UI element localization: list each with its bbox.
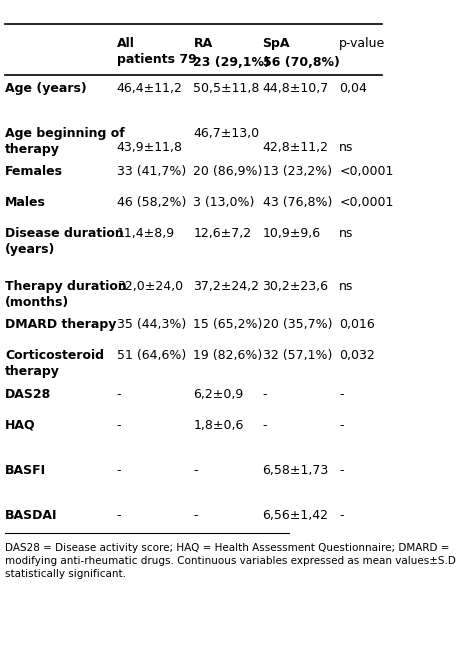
Text: <0,0001: <0,0001 [339,165,394,178]
Text: SpA: SpA [263,37,290,50]
Text: Therapy duration
(months): Therapy duration (months) [5,280,127,309]
Text: 0,032: 0,032 [339,349,375,362]
Text: 10,9±9,6: 10,9±9,6 [263,227,320,240]
Text: 50,5±11,8: 50,5±11,8 [193,82,260,95]
Text: 32 (57,1%): 32 (57,1%) [263,349,332,362]
Text: -: - [117,388,121,401]
Text: 6,56±1,42: 6,56±1,42 [263,509,328,522]
Text: Males: Males [5,196,46,209]
Text: 19 (82,6%): 19 (82,6%) [193,349,263,362]
Text: 46 (58,2%): 46 (58,2%) [117,196,186,209]
Text: Disease duration
(years): Disease duration (years) [5,227,124,256]
Text: ns: ns [339,141,354,154]
Text: 42,8±11,2: 42,8±11,2 [263,141,328,154]
Text: 35 (44,3%): 35 (44,3%) [117,318,186,331]
Text: <0,0001: <0,0001 [339,196,394,209]
Text: 43 (76,8%): 43 (76,8%) [263,196,332,209]
Text: -: - [339,509,344,522]
Text: 3 (13,0%): 3 (13,0%) [193,196,255,209]
Text: 0,04: 0,04 [339,82,367,95]
Text: Females: Females [5,165,63,178]
Text: Age beginning of
therapy: Age beginning of therapy [5,127,125,156]
Text: 44,8±10,7: 44,8±10,7 [263,82,329,95]
Text: 11,4±8,9: 11,4±8,9 [117,227,175,240]
Text: 56 (70,8%): 56 (70,8%) [263,56,339,69]
Text: BASFI: BASFI [5,464,46,477]
Text: 6,58±1,73: 6,58±1,73 [263,464,329,477]
Text: 13 (23,2%): 13 (23,2%) [263,165,332,178]
Text: 20 (35,7%): 20 (35,7%) [263,318,332,331]
Text: DAS28: DAS28 [5,388,52,401]
Text: 32,0±24,0: 32,0±24,0 [117,280,182,293]
Text: -: - [193,464,198,477]
Text: ns: ns [339,227,354,240]
Text: 15 (65,2%): 15 (65,2%) [193,318,263,331]
Text: 51 (64,6%): 51 (64,6%) [117,349,186,362]
Text: -: - [339,388,344,401]
Text: 0,016: 0,016 [339,318,375,331]
Text: 12,6±7,2: 12,6±7,2 [193,227,252,240]
Text: DMARD therapy: DMARD therapy [5,318,117,331]
Text: 46,7±13,0: 46,7±13,0 [193,127,260,140]
Text: All
patients 79: All patients 79 [117,37,196,66]
Text: -: - [339,464,344,477]
Text: 37,2±24,2: 37,2±24,2 [193,280,259,293]
Text: RA: RA [193,37,213,50]
Text: 33 (41,7%): 33 (41,7%) [117,165,186,178]
Text: 1,8±0,6: 1,8±0,6 [193,419,244,432]
Text: 6,2±0,9: 6,2±0,9 [193,388,244,401]
Text: -: - [193,509,198,522]
Text: -: - [117,509,121,522]
Text: DAS28 = Disease activity score; HAQ = Health Assessment Questionnaire; DMARD =
m: DAS28 = Disease activity score; HAQ = He… [5,543,456,579]
Text: ns: ns [339,280,354,293]
Text: HAQ: HAQ [5,419,36,432]
Text: 43,9±11,8: 43,9±11,8 [117,141,182,154]
Text: 46,4±11,2: 46,4±11,2 [117,82,182,95]
Text: -: - [263,388,267,401]
Text: -: - [117,464,121,477]
Text: p-value: p-value [339,37,385,50]
Text: -: - [263,419,267,432]
Text: -: - [339,419,344,432]
Text: Corticosteroid
therapy: Corticosteroid therapy [5,349,104,379]
Text: -: - [117,419,121,432]
Text: Age (years): Age (years) [5,82,87,95]
Text: BASDAI: BASDAI [5,509,58,522]
Text: 23 (29,1%): 23 (29,1%) [193,56,270,69]
Text: 20 (86,9%): 20 (86,9%) [193,165,263,178]
Text: 30,2±23,6: 30,2±23,6 [263,280,328,293]
